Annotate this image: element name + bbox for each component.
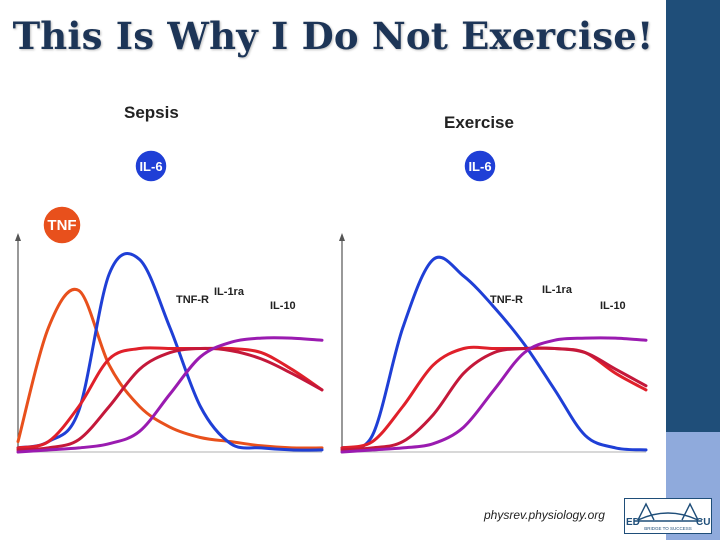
label-tnf-r: TNF-R xyxy=(176,294,209,306)
sidebar-dark-band xyxy=(666,0,720,432)
series-line-il-6 xyxy=(16,251,324,452)
series-line-il-6 xyxy=(340,255,648,452)
logo-tagline: BRIDGE TO SUCCESS xyxy=(644,526,692,531)
series-line-il-1ra xyxy=(340,346,648,452)
series-line-il-10 xyxy=(16,336,324,454)
label-tnf-r: TNF-R xyxy=(490,294,523,306)
series-line-tnf-r xyxy=(16,346,324,450)
label-badge-il-6 xyxy=(463,149,497,183)
chart-background xyxy=(10,90,330,456)
series-line-il-1ra xyxy=(16,346,324,452)
edcu-logo: ED CU BRIDGE TO SUCCESS xyxy=(624,498,712,534)
bridge-icon xyxy=(637,502,699,521)
sidebar-decoration xyxy=(666,0,720,540)
y-axis-arrow-icon xyxy=(15,233,21,241)
source-citation: physrev.physiology.org xyxy=(484,508,605,522)
label-tnf: TNF xyxy=(47,217,76,234)
label-badge-il-6 xyxy=(134,149,168,183)
series-line-tnf xyxy=(16,287,324,450)
label-il-1ra: IL-1ra xyxy=(542,284,573,296)
slide-title: This Is Why I Do Not Exercise! xyxy=(12,14,654,58)
logo-left-text: ED xyxy=(626,517,640,528)
series-line-il-10 xyxy=(340,336,648,454)
logo-right-text: CU xyxy=(696,517,710,528)
label-il-6: IL-6 xyxy=(468,159,491,174)
label-il-1ra: IL-1ra xyxy=(214,286,245,298)
chart-panel-sepsis: Sepsis TNF IL-6 TNF-R IL-1ra IL-10 xyxy=(10,90,330,456)
cytokine-figure: Sepsis TNF IL-6 TNF-R IL-1ra IL-10 Exercise IL-… xyxy=(10,90,654,456)
label-il-6: IL-6 xyxy=(139,159,162,174)
label-il-10: IL-10 xyxy=(600,300,626,312)
chart-title: Exercise xyxy=(444,113,514,132)
label-il-10: IL-10 xyxy=(270,300,296,312)
chart-panel-exercise: Exercise IL-6 TNF-R IL-1ra IL-10 xyxy=(336,100,654,456)
chart-title: Sepsis xyxy=(124,103,179,122)
label-badge-tnf xyxy=(42,205,82,245)
y-axis-arrow-icon xyxy=(339,233,345,241)
